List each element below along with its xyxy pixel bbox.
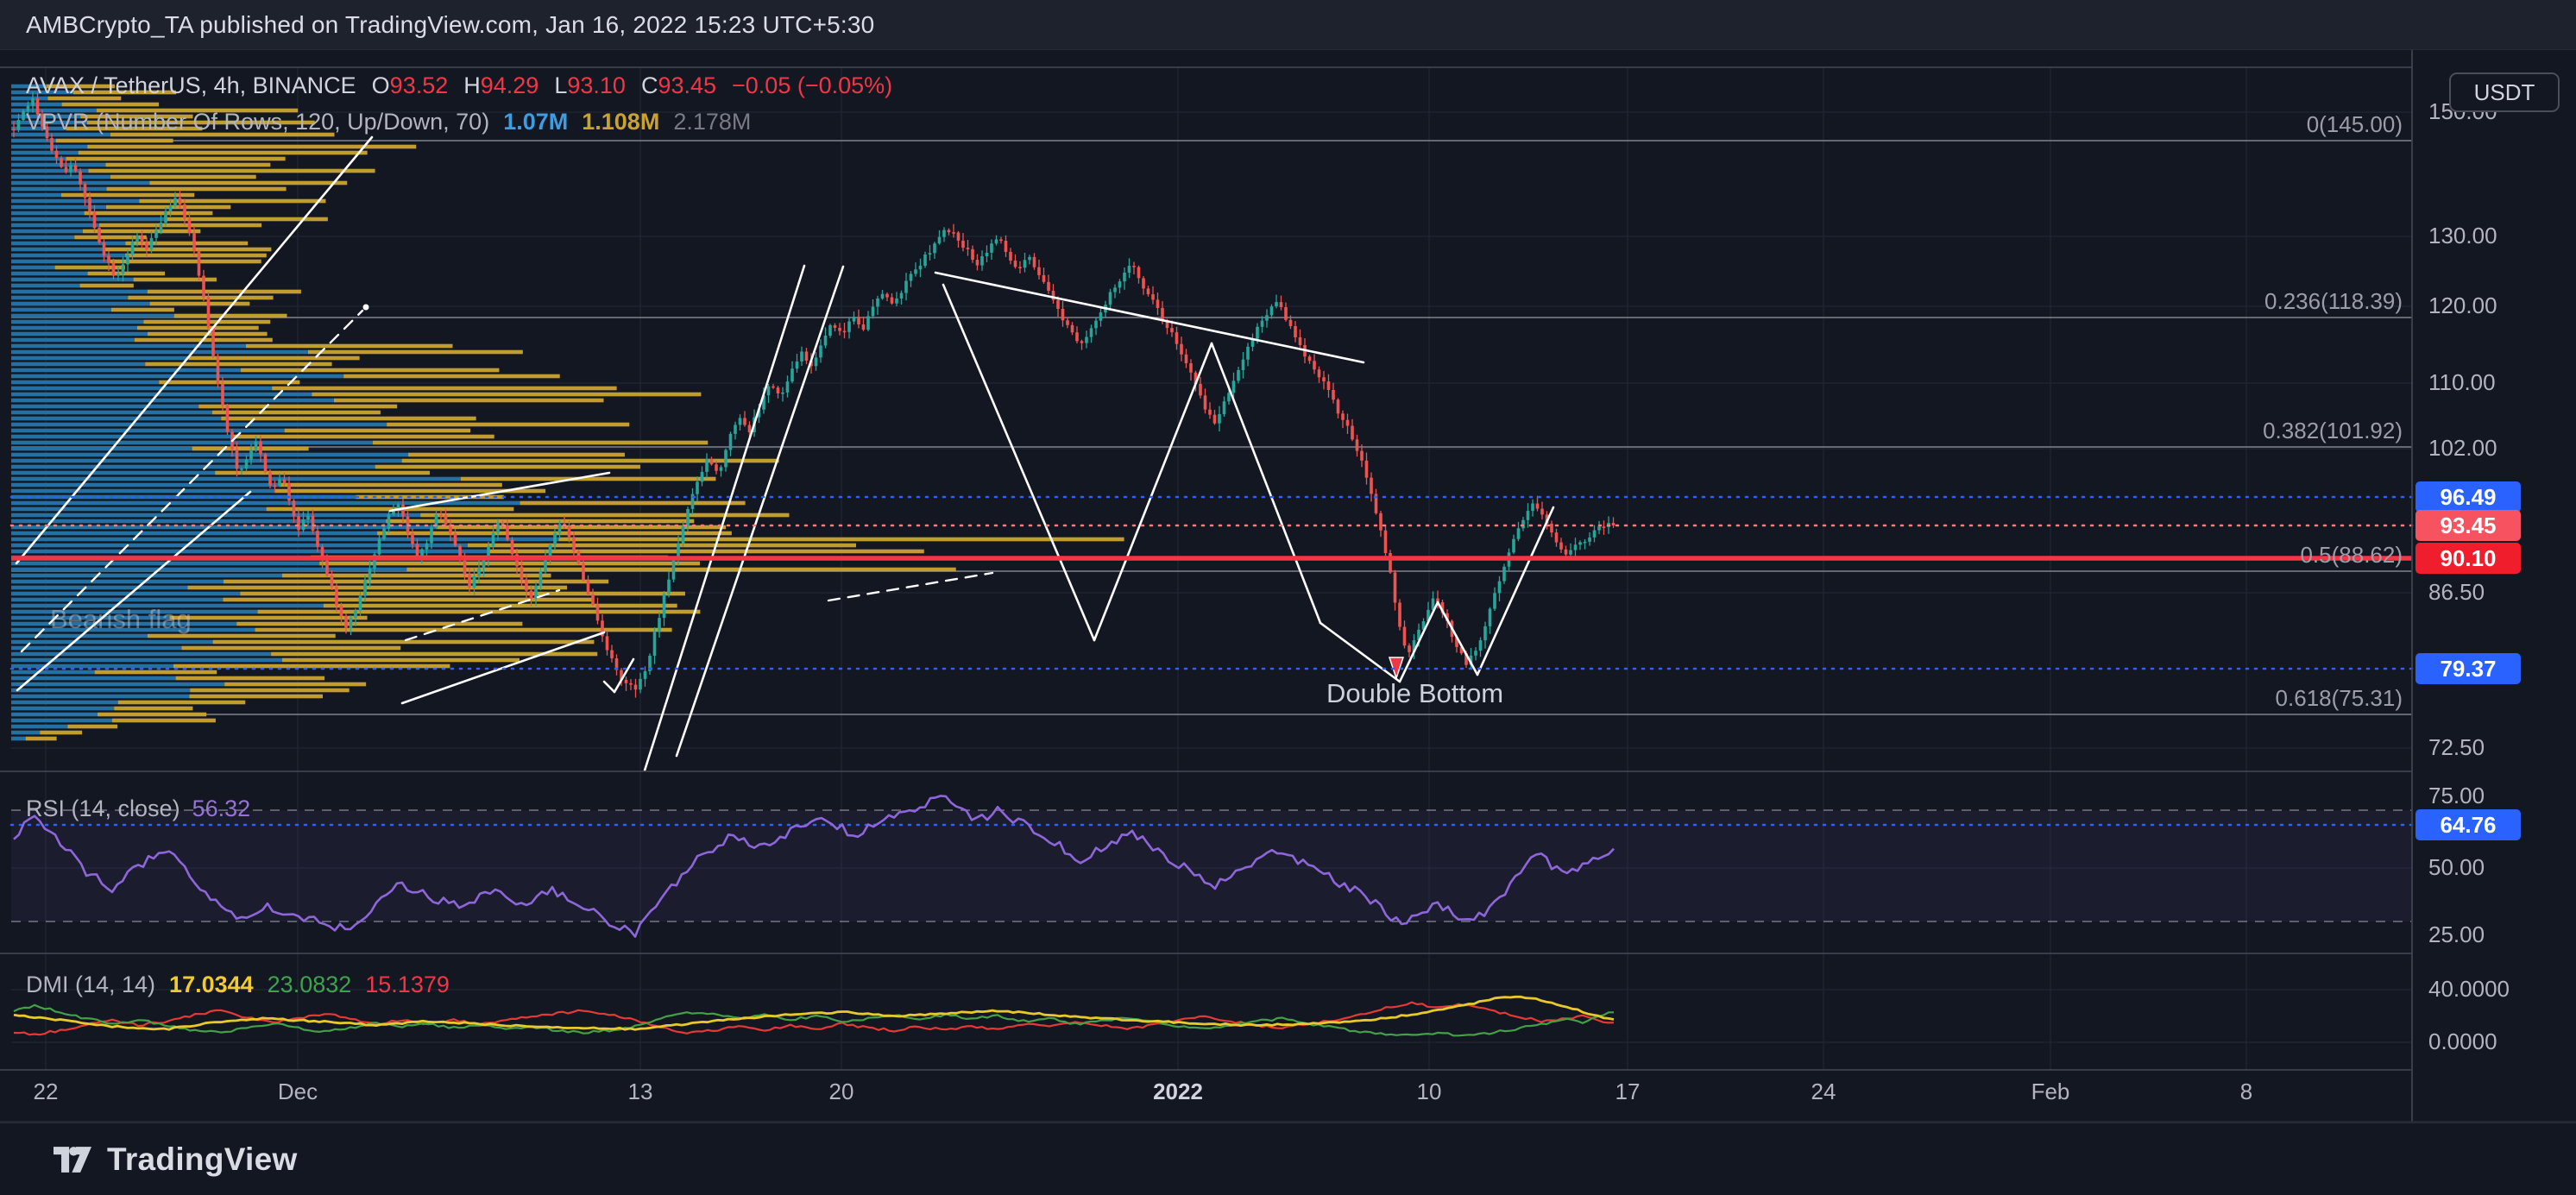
time-tick-label: 22 bbox=[33, 1079, 59, 1104]
ohlc-high: H94.29 bbox=[463, 72, 539, 98]
time-tick-label: 2022 bbox=[1153, 1079, 1203, 1104]
price-tick-label: 130.00 bbox=[2428, 223, 2497, 248]
price-tick-label: 72.50 bbox=[2428, 734, 2485, 760]
ohlc-close: C93.45 bbox=[640, 72, 717, 98]
rsi-legend-row: RSI (14, close) 56.32 bbox=[26, 796, 250, 822]
price-badge: 79.37 bbox=[2415, 653, 2521, 684]
candlestick-series bbox=[12, 91, 1616, 698]
vpvr-legend-row: VPVR (Number Of Rows, 120, Up/Down, 70) … bbox=[26, 109, 751, 135]
price-tick-label: 120.00 bbox=[2428, 292, 2497, 318]
publisher-bar: AMBCrypto_TA published on TradingView.co… bbox=[0, 0, 2576, 50]
dmi-di-minus-value: 15.1379 bbox=[365, 972, 450, 997]
annotation-bearish-flag[interactable]: Bearish flag bbox=[50, 604, 192, 634]
fib-level-label: 0.5(88.62) bbox=[2300, 542, 2403, 568]
price-badge: 90.10 bbox=[2415, 543, 2521, 574]
price-badge: 93.45 bbox=[2415, 510, 2521, 541]
time-tick-label: 8 bbox=[2239, 1079, 2253, 1104]
symbol-legend-row: AVAX / TetherUS, 4h, BINANCE O93.52 H94.… bbox=[26, 72, 892, 99]
volume-profile bbox=[11, 84, 1124, 741]
price-tick-label: 86.50 bbox=[2428, 579, 2485, 605]
vpvr-label[interactable]: VPVR (Number Of Rows, 120, Up/Down, 70) bbox=[26, 109, 490, 135]
vpvr-down-volume: 1.108M bbox=[582, 109, 660, 135]
rsi-line bbox=[13, 795, 1615, 938]
price-tick-label: 110.00 bbox=[2428, 369, 2496, 395]
symbol-title[interactable]: AVAX / TetherUS, 4h, BINANCE bbox=[26, 72, 356, 98]
price-tick-label: 50.00 bbox=[2428, 854, 2485, 880]
fib-level-label: 0(145.00) bbox=[2306, 111, 2403, 137]
dmi-di-plus-value: 23.0832 bbox=[267, 972, 352, 997]
dmi-label[interactable]: DMI (14, 14) bbox=[26, 972, 156, 997]
time-tick-label: 20 bbox=[828, 1079, 854, 1104]
change-value: −0.05 (−0.05%) bbox=[732, 72, 893, 98]
fib-level-label: 0.236(118.39) bbox=[2264, 288, 2403, 314]
time-tick-label: 24 bbox=[1811, 1079, 1836, 1104]
tradingview-brand-text[interactable]: TradingView bbox=[107, 1141, 298, 1177]
fib-level-label: 0.618(75.31) bbox=[2275, 685, 2403, 711]
price-tick-label: 75.00 bbox=[2428, 783, 2485, 808]
price-tick-label: 25.00 bbox=[2428, 921, 2485, 947]
dmi-adx-line bbox=[13, 995, 1615, 1031]
price-badge: 64.76 bbox=[2415, 809, 2521, 840]
ohlc-open: O93.52 bbox=[371, 72, 449, 98]
rsi-label[interactable]: RSI (14, close) bbox=[26, 796, 180, 821]
dmi-legend-row: DMI (14, 14) 17.0344 23.0832 15.1379 bbox=[26, 972, 450, 998]
ohlc-low: L93.10 bbox=[554, 72, 626, 98]
price-tick-label: 0.0000 bbox=[2428, 1028, 2497, 1054]
price-tick-label: 40.0000 bbox=[2428, 976, 2510, 1002]
currency-unit-button[interactable]: USDT bbox=[2449, 72, 2560, 112]
rsi-value: 56.32 bbox=[192, 796, 251, 821]
vpvr-up-volume: 1.07M bbox=[503, 109, 569, 135]
time-tick-label: 10 bbox=[1416, 1079, 1442, 1104]
tradingview-logo-icon[interactable] bbox=[54, 1141, 91, 1179]
dmi-plus-di-line bbox=[13, 1003, 1614, 1037]
footer-bar: TradingView bbox=[0, 1123, 2576, 1195]
time-tick-label: Dec bbox=[277, 1079, 318, 1104]
time-tick-label: 17 bbox=[1615, 1079, 1641, 1104]
dmi-minus-di-line bbox=[13, 1001, 1615, 1036]
time-tick-label: 13 bbox=[627, 1079, 653, 1104]
publisher-text: AMBCrypto_TA published on TradingView.co… bbox=[26, 10, 875, 38]
price-tick-label: 102.00 bbox=[2428, 435, 2497, 461]
time-tick-label: Feb bbox=[2031, 1079, 2070, 1104]
dmi-adx-value: 17.0344 bbox=[169, 972, 254, 997]
annotation-double-bottom[interactable]: Double Bottom bbox=[1326, 678, 1504, 708]
price-badge: 96.49 bbox=[2415, 481, 2521, 513]
fib-level-label: 0.382(101.92) bbox=[2263, 418, 2403, 443]
vpvr-total-volume: 2.178M bbox=[673, 109, 752, 135]
